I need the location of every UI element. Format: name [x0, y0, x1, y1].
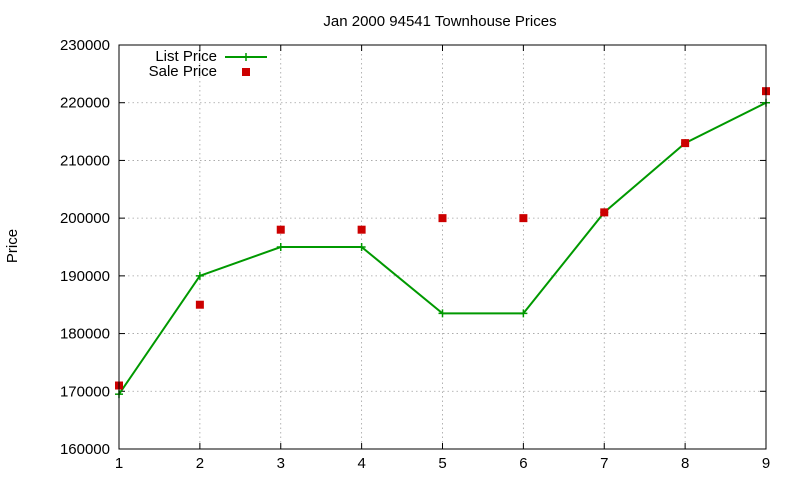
- sale-price-point: [519, 214, 528, 223]
- x-tick-label: 4: [357, 455, 365, 472]
- sale-price-point: [681, 139, 690, 148]
- legend-sample-sale-price: [242, 68, 250, 76]
- sale-price-point: [195, 300, 204, 309]
- y-tick-label: 160000: [60, 441, 110, 458]
- legend-label-sale-price: Sale Price: [149, 63, 217, 80]
- x-tick-label: 8: [681, 455, 689, 472]
- chart-title: Jan 2000 94541 Townhouse Prices: [323, 13, 556, 30]
- x-tick-label: 5: [438, 455, 446, 472]
- list-price-point: [195, 271, 204, 280]
- y-tick-label: 220000: [60, 95, 110, 112]
- y-tick-label: 170000: [60, 383, 110, 400]
- list-price-point: [519, 309, 528, 318]
- plot-border: [118, 44, 767, 450]
- legend-label-list-price: List Price: [155, 48, 217, 65]
- sale-price-point: [276, 225, 285, 234]
- x-tick-label: 9: [762, 455, 770, 472]
- legend-square-sample: [242, 68, 250, 76]
- y-tick-label: 200000: [60, 210, 110, 227]
- x-tick-label: 3: [277, 455, 285, 472]
- list-price-point: [276, 243, 285, 251]
- sale-price-point: [600, 208, 609, 217]
- list-price-point: [357, 243, 366, 251]
- x-tick-label: 7: [600, 455, 608, 472]
- y-tick-label: 210000: [60, 152, 110, 169]
- x-tick-label: 6: [519, 455, 527, 472]
- x-axis-ticks: 1 2 3 4 5 6 7 8 9: [115, 45, 770, 472]
- x-tick-label: 1: [115, 455, 123, 472]
- y-axis-ticks: 160000 170000 180000 190000 200000 210000 2200…: [60, 37, 766, 458]
- list-price-point: [438, 309, 447, 318]
- y-tick-label: 230000: [60, 37, 110, 54]
- y-tick-label: 190000: [60, 268, 110, 285]
- legend: List Price Sale Price: [149, 48, 267, 80]
- sale-price-point: [438, 214, 447, 223]
- y-tick-label: 180000: [60, 326, 110, 343]
- sale-price-point: [357, 225, 366, 234]
- x-tick-label: 2: [196, 455, 204, 472]
- legend-sample-list-price: [225, 53, 267, 61]
- y-axis-label: Price: [4, 229, 21, 263]
